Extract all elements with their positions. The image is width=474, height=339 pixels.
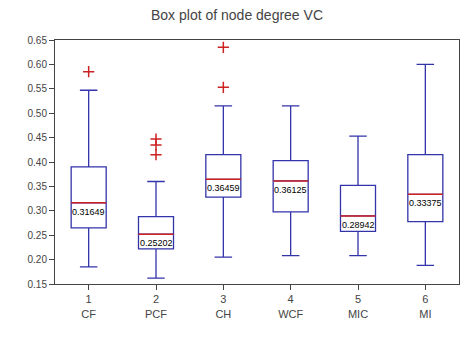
svg-text:0.55: 0.55 <box>28 83 48 94</box>
svg-text:0.60: 0.60 <box>28 59 48 70</box>
svg-text:0.36459: 0.36459 <box>207 183 240 193</box>
svg-text:5MIC: 5MIC <box>348 293 368 319</box>
svg-text:0.28942: 0.28942 <box>342 220 375 230</box>
svg-text:0.30: 0.30 <box>28 205 48 216</box>
svg-text:0.40: 0.40 <box>28 157 48 168</box>
svg-text:0.65: 0.65 <box>28 35 48 46</box>
svg-text:0.25202: 0.25202 <box>140 238 173 248</box>
svg-text:0.45: 0.45 <box>28 132 48 143</box>
svg-text:0.20: 0.20 <box>28 254 48 265</box>
svg-text:0.36125: 0.36125 <box>274 185 307 195</box>
svg-text:4WCF: 4WCF <box>278 293 303 319</box>
svg-text:1CF: 1CF <box>81 293 96 319</box>
svg-text:0.33375: 0.33375 <box>409 198 442 208</box>
svg-text:0.31649: 0.31649 <box>72 207 105 217</box>
svg-text:0.35: 0.35 <box>28 181 48 192</box>
svg-text:0.15: 0.15 <box>28 279 48 290</box>
svg-text:Box plot of node degree VC: Box plot of node degree VC <box>151 7 323 23</box>
svg-text:0.25: 0.25 <box>28 230 48 241</box>
svg-text:6MI: 6MI <box>419 293 431 319</box>
svg-text:3CH: 3CH <box>215 293 231 319</box>
svg-text:0.50: 0.50 <box>28 108 48 119</box>
svg-text:2PCF: 2PCF <box>145 293 167 319</box>
